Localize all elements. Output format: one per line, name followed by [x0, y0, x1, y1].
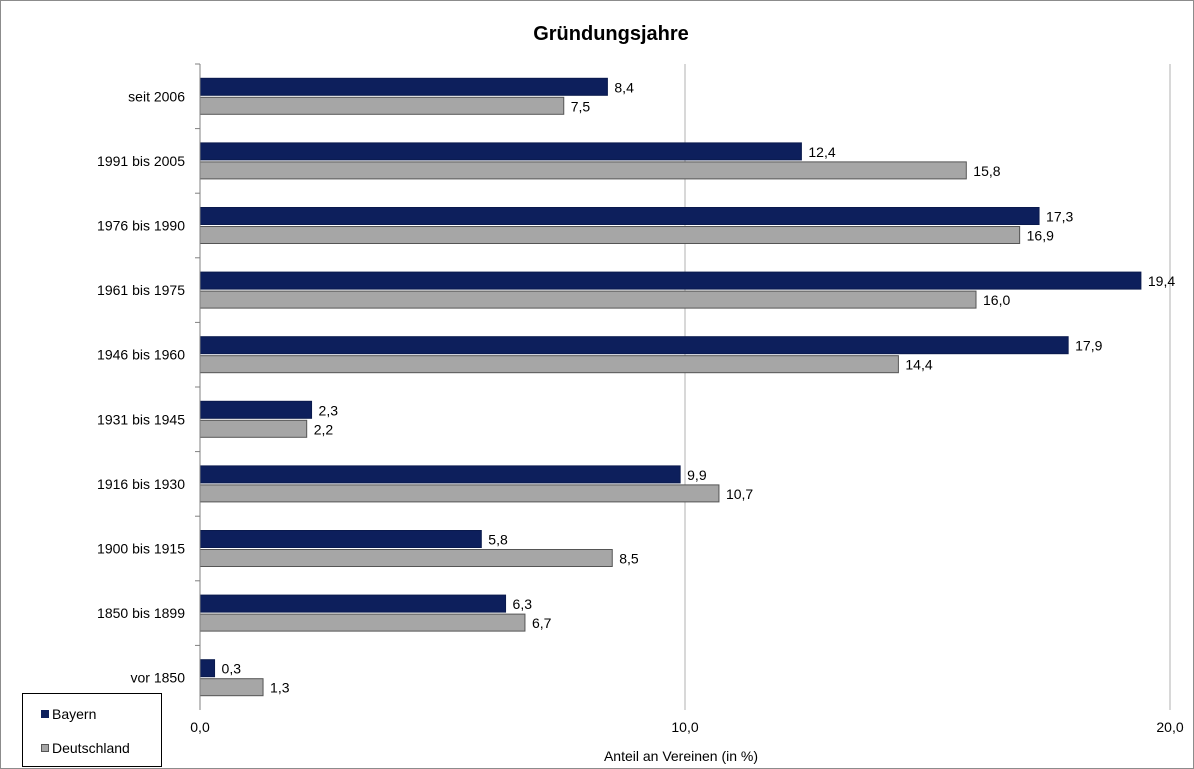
chart-title: Gründungsjahre	[533, 23, 689, 45]
data-label: 7,5	[571, 98, 591, 114]
bars	[195, 63, 1142, 697]
category-label: seit 2006	[128, 88, 185, 104]
bar-deutschland	[199, 290, 977, 309]
category-label: 1850 bis 1899	[97, 605, 185, 621]
category-label: 1916 bis 1930	[97, 476, 185, 492]
legend-label-deutschland: Deutschland	[52, 740, 130, 756]
category-label: 1931 bis 1945	[97, 411, 185, 427]
data-label: 9,9	[687, 467, 707, 483]
data-label: 16,9	[1027, 228, 1054, 244]
category-label: 1946 bis 1960	[97, 347, 185, 363]
legend-item-bayern: Bayern	[41, 706, 96, 722]
legend-swatch-deutschland	[41, 744, 49, 752]
category-label: 1961 bis 1975	[97, 282, 185, 298]
data-label: 19,4	[1148, 273, 1175, 289]
category-label: 1900 bis 1915	[97, 541, 185, 557]
data-label: 17,3	[1046, 209, 1073, 225]
bar-deutschland	[199, 484, 720, 503]
bar-bayern	[199, 336, 1069, 355]
bar-bayern	[199, 400, 313, 419]
data-label: 8,5	[619, 551, 639, 567]
data-label: 2,3	[319, 402, 339, 418]
bar-bayern	[199, 659, 216, 678]
bar-bayern	[199, 271, 1142, 290]
bar-bayern	[199, 77, 608, 96]
x-tick-label: 10,0	[671, 719, 698, 735]
bar-deutschland	[199, 613, 526, 632]
category-label: 1991 bis 2005	[97, 153, 185, 169]
data-label: 0,3	[222, 661, 242, 677]
x-tick-label: 0,0	[190, 719, 210, 735]
value-axis-ticks: 0,0 10,0 20,0	[190, 719, 1184, 735]
legend-label-bayern: Bayern	[52, 706, 97, 722]
category-label: 1976 bis 1990	[97, 218, 185, 234]
legend: Bayern Deutschland	[22, 693, 162, 767]
legend-item-deutschland: Deutschland	[41, 740, 130, 756]
data-label: 15,8	[973, 163, 1000, 179]
bar-deutschland	[199, 96, 565, 115]
data-label: 5,8	[488, 532, 508, 548]
data-label: 17,9	[1075, 338, 1102, 354]
bar-deutschland	[199, 678, 264, 697]
x-axis-title: Anteil an Vereinen (in %)	[604, 748, 758, 764]
data-label: 6,3	[513, 596, 533, 612]
bar-deutschland	[199, 549, 613, 567]
bar-bayern	[199, 465, 681, 484]
bar-bayern	[199, 530, 482, 548]
data-label: 2,2	[314, 421, 334, 437]
bar-deutschland	[199, 161, 967, 180]
data-labels: 8,4 7,5 12,4 15,8 17,3 16,9 19,4 16,0 17,9 14,4 2,…	[222, 79, 1176, 695]
gridlines	[684, 64, 1171, 710]
data-label: 8,4	[614, 79, 634, 95]
data-label: 14,4	[905, 357, 932, 373]
legend-swatch-bayern	[41, 710, 49, 718]
bar-deutschland	[199, 226, 1021, 244]
category-label: vor 1850	[131, 670, 186, 686]
x-tick-label: 20,0	[1156, 719, 1183, 735]
bar-deutschland	[199, 419, 308, 438]
bar-bayern	[199, 594, 507, 613]
bar-bayern	[199, 207, 1040, 225]
data-label: 10,7	[726, 486, 753, 502]
data-label: 6,7	[532, 615, 552, 631]
data-label: 12,4	[808, 144, 835, 160]
bar-bayern	[199, 142, 802, 161]
data-label: 16,0	[983, 292, 1010, 308]
category-axis-labels: seit 2006 1991 bis 2005 1976 bis 1990 1961 …	[97, 88, 185, 685]
data-label: 1,3	[270, 680, 290, 696]
bar-deutschland	[199, 355, 899, 374]
